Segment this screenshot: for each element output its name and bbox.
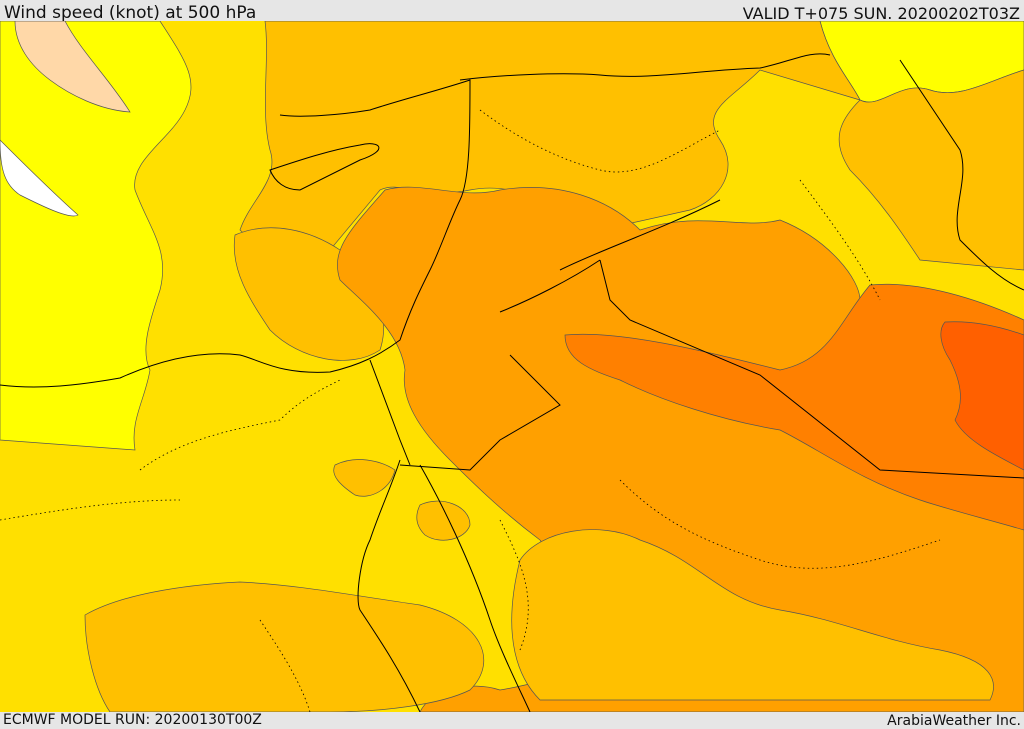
dotted-boundary-2 [0,499,181,521]
coastline-gulf [899,59,1024,291]
header-bar: Wind speed (knot) at 500 hPa VALID T+075… [0,0,1024,23]
dotted-boundary-3 [479,109,721,173]
credit: ArabiaWeather Inc. [887,713,1021,729]
footer-bar: ECMWF MODEL RUN: 20200130T00Z ArabiaWeat… [0,712,1024,729]
field-red-orange-core [940,321,1024,471]
model-run: ECMWF MODEL RUN: 20200130T00Z [3,712,262,728]
field-dark-orange-band [564,283,1024,531]
field-gold-blob-2 [333,459,396,497]
coastline-north [0,79,471,388]
coastline-cyprus [269,143,380,191]
dotted-boundary-5 [499,519,529,651]
field-yellow-west [0,21,192,451]
field-gold-south [84,581,485,712]
dotted-boundary-4 [619,479,941,569]
border-egypt [369,359,411,466]
field-white-patch [0,139,79,217]
field-gold-blob-1 [416,500,471,541]
wind-speed-map [0,21,1024,712]
coastline-red-sea [357,459,531,712]
valid-time: VALID T+075 SUN. 20200202T03Z [742,4,1020,23]
map-title: Wind speed (knot) at 500 hPa [4,3,257,23]
field-peach-patch [14,21,131,113]
field-gold-north [239,21,1024,271]
border-syria-iraq [459,53,831,81]
field-gold-southeast [511,529,994,701]
border-jordan [499,259,1024,479]
border-iraq-east [559,199,721,271]
border-saudi-north [399,354,561,471]
